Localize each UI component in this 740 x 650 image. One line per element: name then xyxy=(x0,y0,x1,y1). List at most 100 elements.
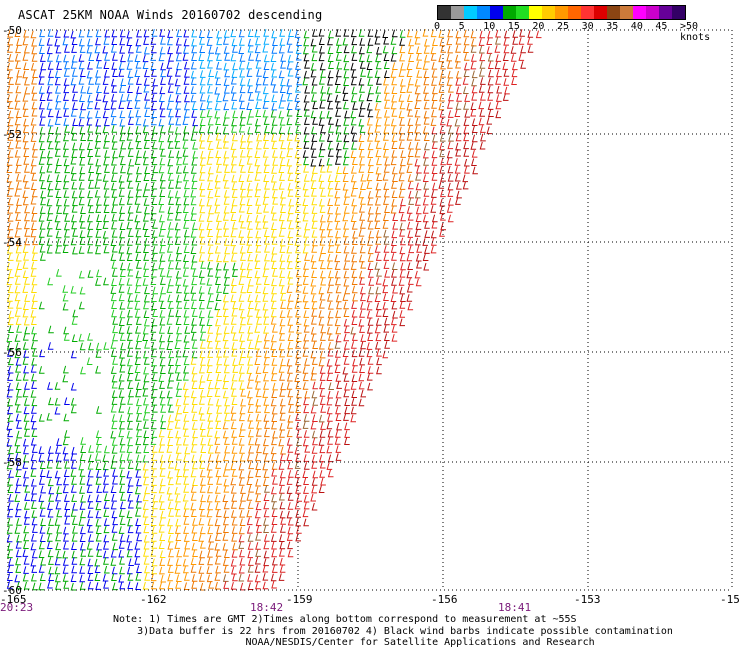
wind-barb xyxy=(183,38,190,47)
wind-barb xyxy=(286,301,293,310)
wind-barb xyxy=(23,29,29,38)
wind-barb xyxy=(54,38,60,47)
wind-barb xyxy=(71,477,77,485)
wind-barb xyxy=(167,30,173,38)
wind-barb xyxy=(95,533,102,542)
wind-barb xyxy=(504,86,510,95)
wind-barb xyxy=(335,109,341,117)
wind-barb xyxy=(320,189,326,197)
wind-barb xyxy=(374,197,381,206)
wind-barb xyxy=(384,117,390,126)
wind-barb xyxy=(470,54,477,62)
wind-barb xyxy=(78,518,85,526)
wind-barb xyxy=(279,318,286,327)
wind-barb xyxy=(144,573,150,581)
wind-barb xyxy=(494,61,501,70)
wind-barb xyxy=(54,101,61,110)
wind-barb xyxy=(150,150,157,158)
wind-barb xyxy=(111,62,117,70)
wind-barb xyxy=(263,261,270,270)
wind-barb xyxy=(160,414,166,423)
wind-barb xyxy=(287,341,293,350)
wind-barb xyxy=(31,326,37,335)
wind-barb xyxy=(143,430,149,438)
wind-barb xyxy=(136,494,142,503)
wind-barb xyxy=(311,446,318,454)
wind-barb xyxy=(390,317,397,326)
wind-barb xyxy=(144,405,150,414)
wind-barb xyxy=(327,348,334,357)
wind-barb xyxy=(88,77,94,85)
wind-barb xyxy=(255,502,262,511)
wind-barb xyxy=(175,581,181,589)
wind-barb xyxy=(351,141,357,150)
wind-barb xyxy=(318,149,325,158)
wind-barb xyxy=(8,325,14,333)
wind-barb xyxy=(350,165,357,174)
wind-barb xyxy=(134,541,141,550)
wind-barb xyxy=(223,525,229,533)
wind-barb xyxy=(223,341,230,349)
wind-barb xyxy=(55,533,61,542)
wind-barb xyxy=(286,437,293,446)
wind-barb xyxy=(310,372,317,381)
wind-barb xyxy=(40,150,46,159)
wind-barb xyxy=(64,61,70,70)
legend-swatch xyxy=(464,6,477,19)
wind-barb xyxy=(438,77,445,86)
wind-barb xyxy=(127,190,134,198)
wind-barb xyxy=(103,565,110,574)
wind-barb xyxy=(271,549,277,558)
wind-barb xyxy=(127,126,133,135)
wind-barb xyxy=(408,54,414,62)
wind-barb xyxy=(343,278,350,287)
wind-barb xyxy=(231,118,237,127)
wind-barb xyxy=(446,101,453,109)
wind-barb xyxy=(288,29,294,37)
wind-barb xyxy=(24,422,30,430)
wind-barb xyxy=(143,541,150,550)
wind-barb xyxy=(14,526,21,534)
wind-barb xyxy=(206,389,213,397)
wind-barb xyxy=(303,454,310,462)
wind-barb xyxy=(207,261,213,270)
wind-barb xyxy=(272,182,278,191)
wind-barb xyxy=(7,222,14,231)
wind-barb xyxy=(166,269,173,278)
wind-barb xyxy=(351,86,358,95)
wind-barb xyxy=(262,478,269,486)
wind-barb xyxy=(486,46,493,54)
wind-barb xyxy=(62,181,69,190)
wind-barb xyxy=(223,205,230,214)
wind-barb xyxy=(118,174,125,183)
wind-barb xyxy=(302,509,309,518)
wind-barb xyxy=(342,213,348,222)
wind-barb xyxy=(31,92,38,101)
wind-barb xyxy=(144,182,150,191)
wind-barb xyxy=(31,381,37,389)
wind-barb xyxy=(159,461,166,470)
wind-barb xyxy=(279,541,286,550)
wind-barb xyxy=(311,366,317,375)
wind-barb xyxy=(343,245,350,254)
wind-barb xyxy=(272,269,278,277)
wind-barb xyxy=(47,277,53,286)
wind-barb xyxy=(328,125,334,133)
wind-barb xyxy=(151,94,157,102)
wind-barb xyxy=(358,29,365,37)
wind-barb xyxy=(111,278,117,286)
wind-barb xyxy=(272,430,278,439)
wind-barb xyxy=(439,229,445,237)
wind-barb xyxy=(214,334,221,342)
wind-barb xyxy=(110,461,117,469)
wind-barb xyxy=(303,126,310,135)
wind-barb xyxy=(183,485,189,493)
latitude-labels: -50-52-54-56-58-60 xyxy=(2,24,22,597)
wind-barb xyxy=(31,277,38,286)
wind-barb xyxy=(199,526,206,535)
wind-barb xyxy=(31,294,38,302)
wind-barb xyxy=(335,390,342,399)
wind-barb xyxy=(55,222,62,230)
wind-barb xyxy=(176,326,182,335)
wind-barb xyxy=(183,213,190,221)
